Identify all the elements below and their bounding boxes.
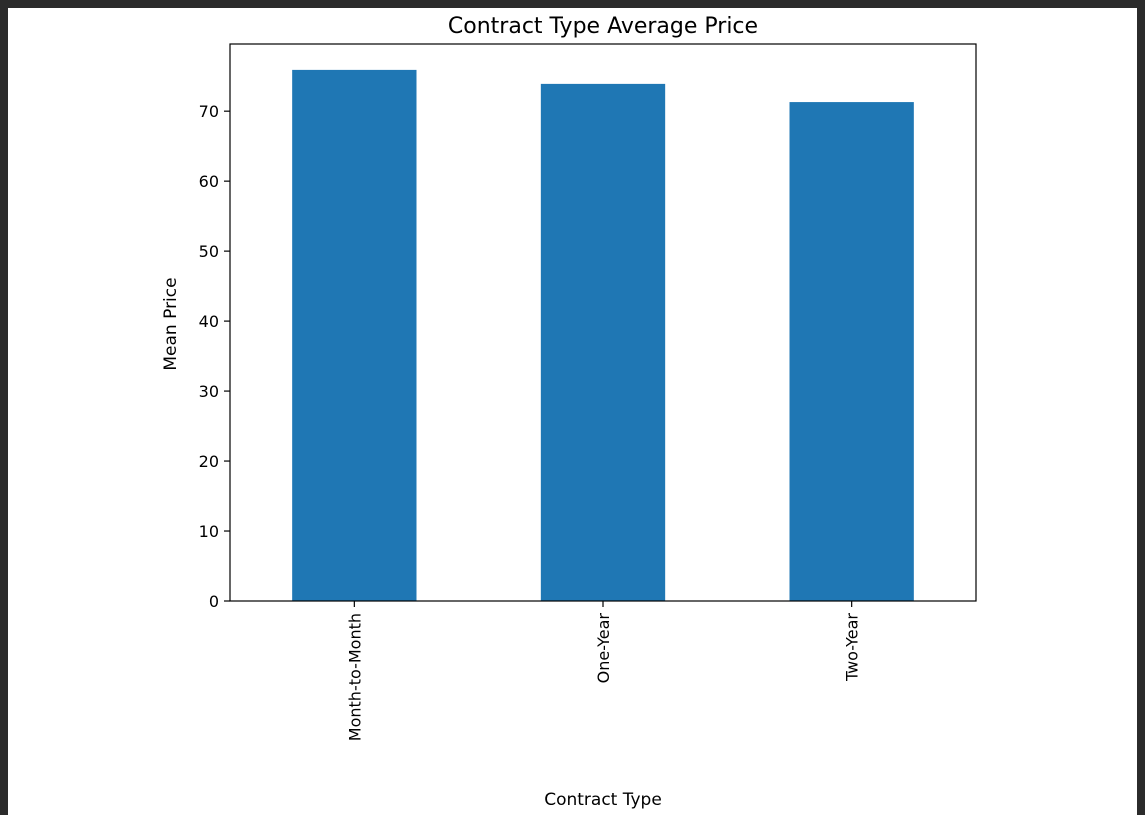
y-tick-label: 50 <box>199 242 219 261</box>
y-tick-label: 70 <box>199 102 219 121</box>
x-tick-label: Month-to-Month <box>345 613 364 741</box>
x-tick-label: One-Year <box>594 613 613 684</box>
y-tick-label: 40 <box>199 312 219 331</box>
window-top-edge <box>0 0 1145 8</box>
y-tick-label: 60 <box>199 172 219 191</box>
y-tick-label: 10 <box>199 522 219 541</box>
chart-title: Contract Type Average Price <box>448 14 758 39</box>
plot-area: 0 10 20 30 40 50 60 70 Month-to-Month One-Year Two… <box>199 43 977 741</box>
y-tick-label: 30 <box>199 382 219 401</box>
y-axis-label: Mean Price <box>161 277 181 370</box>
x-tick-label: Two-Year <box>843 613 862 682</box>
y-tick-label: 0 <box>209 592 219 611</box>
bar-month-to-month <box>292 69 417 602</box>
bar-two-year <box>789 102 914 601</box>
x-axis-label: Contract Type <box>544 790 662 810</box>
bar-one-year <box>540 83 666 601</box>
y-tick-label: 20 <box>199 452 219 471</box>
